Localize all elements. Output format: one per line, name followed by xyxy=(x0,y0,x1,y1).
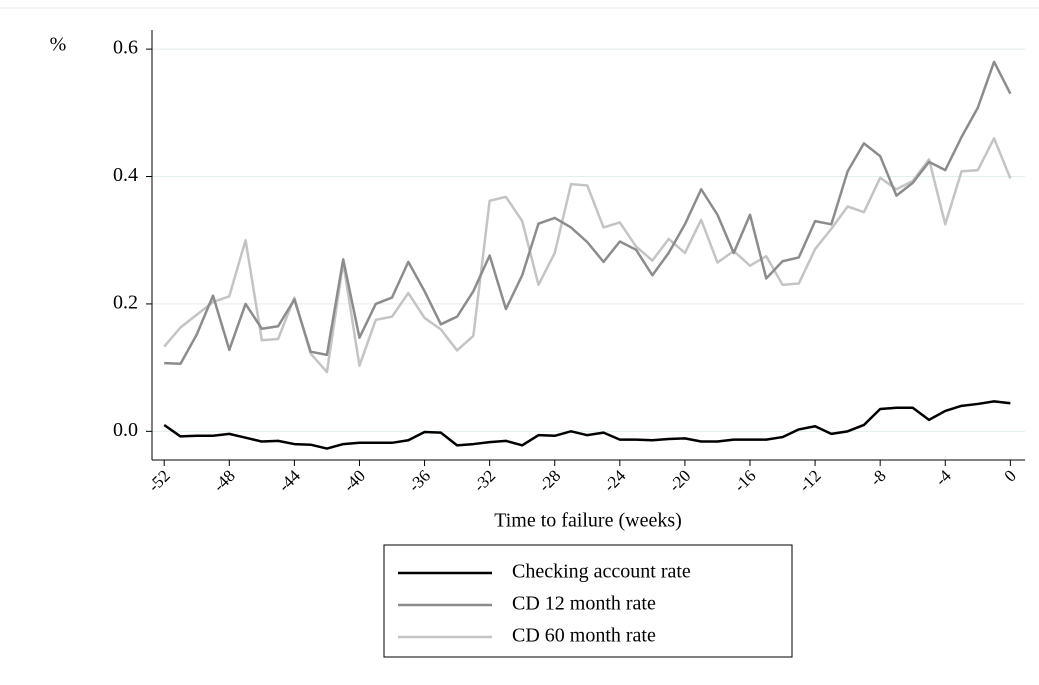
x-axis-label: Time to failure (weeks) xyxy=(494,510,682,532)
y-axis-label: % xyxy=(50,34,67,56)
y-tick-label: 0.0 xyxy=(113,419,138,441)
x-tick-label: -20 xyxy=(665,466,694,495)
x-tick-label: -4 xyxy=(931,466,955,490)
x-tick-label: -40 xyxy=(340,466,369,495)
series-line xyxy=(163,137,1012,374)
series-line xyxy=(163,400,1011,450)
x-tick-label: -8 xyxy=(866,466,889,489)
legend-box xyxy=(383,544,793,658)
x-tick-label: -24 xyxy=(600,466,630,496)
x-tick-label: -32 xyxy=(470,466,499,495)
series-line xyxy=(164,60,1012,366)
legend-label: CD 60 month rate xyxy=(512,625,656,647)
x-tick-label: -52 xyxy=(144,466,173,495)
y-tick-label: 0.6 xyxy=(113,37,138,59)
x-tick-label: -12 xyxy=(795,466,824,495)
x-tick-label: -44 xyxy=(275,466,305,496)
x-tick-label: -16 xyxy=(730,466,759,495)
x-tick-label: -48 xyxy=(209,466,238,495)
y-tick-label: 0.2 xyxy=(113,292,138,314)
legend-label: Checking account rate xyxy=(512,561,691,583)
x-tick-label: -36 xyxy=(405,466,434,495)
x-tick-label: -28 xyxy=(535,466,564,495)
y-tick-label: 0.4 xyxy=(113,164,138,186)
legend-label: CD 12 month rate xyxy=(512,593,656,615)
x-tick-label: 0 xyxy=(1001,466,1020,485)
